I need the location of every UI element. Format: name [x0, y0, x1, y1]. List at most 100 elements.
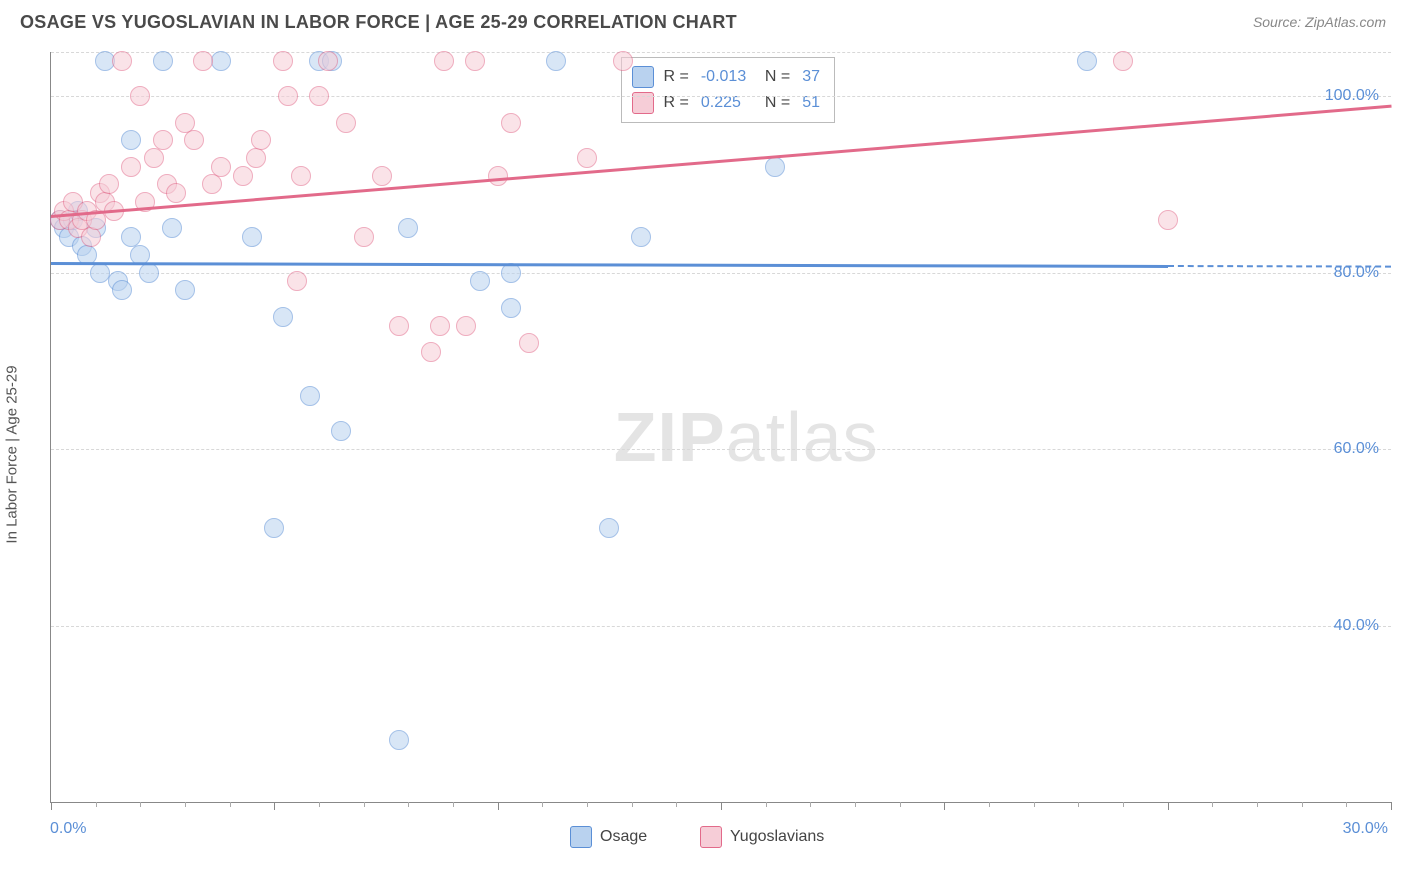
data-point — [613, 51, 633, 71]
legend-row: R =-0.013N =37 — [632, 64, 820, 90]
y-tick-label: 100.0% — [1325, 87, 1379, 105]
data-point — [1077, 51, 1097, 71]
x-tick-minor — [900, 802, 901, 807]
x-tick-minor — [1346, 802, 1347, 807]
data-point — [184, 130, 204, 150]
data-point — [519, 333, 539, 353]
data-point — [99, 174, 119, 194]
data-point — [202, 174, 222, 194]
x-tick-major — [721, 802, 722, 810]
data-point — [175, 280, 195, 300]
data-point — [398, 218, 418, 238]
data-point — [81, 227, 101, 247]
x-tick-major — [1391, 802, 1392, 810]
data-point — [264, 518, 284, 538]
x-tick-minor — [542, 802, 543, 807]
regression-line — [51, 262, 1168, 267]
data-point — [599, 518, 619, 538]
gridline-h — [51, 96, 1391, 97]
data-point — [139, 263, 159, 283]
data-point — [501, 113, 521, 133]
y-tick-label: 40.0% — [1334, 617, 1379, 635]
data-point — [278, 86, 298, 106]
data-point — [211, 51, 231, 71]
data-point — [300, 386, 320, 406]
data-point — [130, 86, 150, 106]
x-axis-min-label: 0.0% — [50, 820, 86, 838]
data-point — [389, 730, 409, 750]
data-point — [501, 298, 521, 318]
data-point — [273, 307, 293, 327]
data-point — [546, 51, 566, 71]
data-point — [470, 271, 490, 291]
data-point — [430, 316, 450, 336]
correlation-legend: R =-0.013N =37R =0.225N =51 — [621, 57, 835, 123]
chart-header: OSAGE VS YUGOSLAVIAN IN LABOR FORCE | AG… — [0, 0, 1406, 44]
x-tick-minor — [1123, 802, 1124, 807]
legend-label: Osage — [600, 828, 647, 846]
data-point — [372, 166, 392, 186]
x-tick-minor — [364, 802, 365, 807]
x-tick-major — [274, 802, 275, 810]
x-tick-minor — [96, 802, 97, 807]
data-point — [233, 166, 253, 186]
x-tick-minor — [185, 802, 186, 807]
scatter-plot: ZIPatlas R =-0.013N =37R =0.225N =51 40.… — [50, 52, 1391, 803]
legend-item: Yugoslavians — [700, 826, 824, 848]
data-point — [488, 166, 508, 186]
x-tick-minor — [140, 802, 141, 807]
data-point — [287, 271, 307, 291]
data-point — [246, 148, 266, 168]
data-point — [577, 148, 597, 168]
legend-label: Yugoslavians — [730, 828, 824, 846]
data-point — [162, 218, 182, 238]
data-point — [112, 280, 132, 300]
data-point — [153, 130, 173, 150]
x-tick-major — [498, 802, 499, 810]
data-point — [121, 130, 141, 150]
x-tick-minor — [1302, 802, 1303, 807]
y-tick-label: 60.0% — [1334, 440, 1379, 458]
data-point — [631, 227, 651, 247]
data-point — [112, 51, 132, 71]
data-point — [456, 316, 476, 336]
data-point — [242, 227, 262, 247]
gridline-h — [51, 449, 1391, 450]
data-point — [331, 421, 351, 441]
data-point — [166, 183, 186, 203]
data-point — [465, 51, 485, 71]
x-tick-minor — [1034, 802, 1035, 807]
data-point — [273, 51, 293, 71]
watermark: ZIPatlas — [614, 397, 879, 477]
x-tick-minor — [766, 802, 767, 807]
legend-row: R =0.225N =51 — [632, 90, 820, 116]
x-tick-major — [1168, 802, 1169, 810]
x-axis-max-label: 30.0% — [1343, 820, 1388, 838]
x-tick-minor — [1212, 802, 1213, 807]
x-tick-minor — [855, 802, 856, 807]
legend-swatch — [570, 826, 592, 848]
gridline-h — [51, 52, 1391, 53]
x-tick-minor — [676, 802, 677, 807]
y-axis-title: In Labor Force | Age 25-29 — [4, 365, 21, 543]
x-tick-minor — [810, 802, 811, 807]
data-point — [434, 51, 454, 71]
data-point — [193, 51, 213, 71]
data-point — [153, 51, 173, 71]
data-point — [144, 148, 164, 168]
gridline-h — [51, 273, 1391, 274]
legend-item: Osage — [570, 826, 647, 848]
data-point — [421, 342, 441, 362]
data-point — [309, 86, 329, 106]
regression-line-dash — [1168, 265, 1391, 270]
x-tick-minor — [1078, 802, 1079, 807]
data-point — [318, 51, 338, 71]
x-tick-major — [944, 802, 945, 810]
data-point — [389, 316, 409, 336]
x-tick-minor — [989, 802, 990, 807]
x-tick-minor — [230, 802, 231, 807]
x-tick-major — [51, 802, 52, 810]
data-point — [291, 166, 311, 186]
chart-source: Source: ZipAtlas.com — [1253, 14, 1386, 30]
chart-title: OSAGE VS YUGOSLAVIAN IN LABOR FORCE | AG… — [20, 12, 737, 33]
